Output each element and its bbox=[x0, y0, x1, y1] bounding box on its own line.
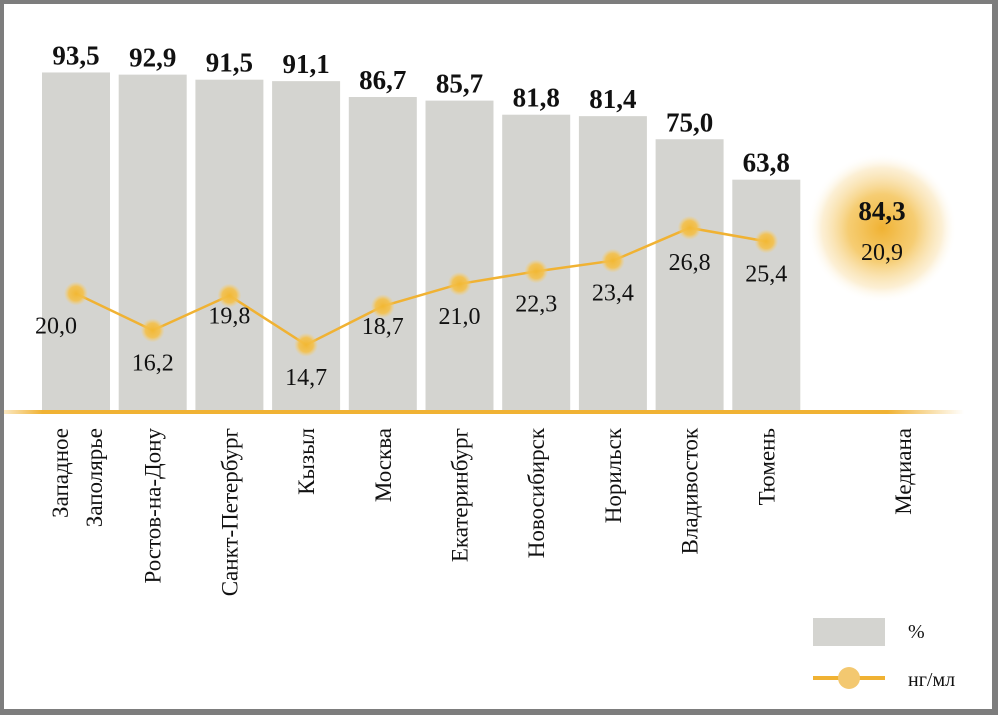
bar-value-label: 92,9 bbox=[129, 43, 176, 73]
category-label: Норильск bbox=[601, 427, 626, 523]
bar bbox=[118, 74, 187, 411]
line-value-label: 21,0 bbox=[439, 304, 481, 330]
bar bbox=[348, 97, 417, 410]
line-value-label: 25,4 bbox=[745, 261, 787, 287]
bar-value-label: 75,0 bbox=[666, 107, 713, 137]
legend-swatch-marker bbox=[838, 667, 860, 689]
category-label: Западное bbox=[48, 428, 73, 518]
line-value-label: 19,8 bbox=[208, 304, 250, 330]
line-marker bbox=[370, 294, 395, 319]
bar-value-label: 81,4 bbox=[589, 84, 636, 114]
legend-swatch-percent bbox=[813, 618, 885, 646]
line-marker bbox=[677, 215, 702, 240]
line-marker bbox=[64, 281, 88, 306]
bar bbox=[655, 139, 724, 410]
line-marker bbox=[294, 332, 319, 357]
line-marker bbox=[140, 318, 165, 343]
category-label: Тюмень bbox=[754, 428, 779, 505]
bar bbox=[272, 81, 341, 410]
bar-value-label: 86,7 bbox=[359, 65, 406, 95]
line-marker bbox=[447, 271, 472, 296]
bar-value-label: 93,5 bbox=[52, 40, 99, 70]
bar bbox=[42, 72, 110, 410]
line-value-label: 23,4 bbox=[592, 281, 634, 307]
bar bbox=[425, 100, 494, 411]
chart-frame: 93,5 92,9 91,5 91,1 86,7 85,7 81,8 81,4 75,0 63,8… bbox=[4, 4, 992, 709]
line-marker bbox=[217, 283, 242, 308]
category-label: Кызыл bbox=[294, 428, 319, 495]
chart: 93,5 92,9 91,5 91,1 86,7 85,7 81,8 81,4 75,0 63,8… bbox=[4, 40, 964, 691]
bar-value-label: 85,7 bbox=[436, 69, 483, 99]
line-value-label: 18,7 bbox=[362, 314, 404, 340]
bar-value-label: 91,5 bbox=[206, 48, 253, 78]
line-marker bbox=[524, 259, 549, 284]
line-value-label: 16,2 bbox=[132, 350, 174, 376]
x-axis-baseline bbox=[4, 410, 964, 414]
category-label: Владивосток bbox=[678, 427, 703, 554]
line-marker bbox=[600, 248, 625, 273]
category-label: Москва bbox=[371, 428, 396, 502]
median-percent-label: 84,3 bbox=[858, 196, 905, 226]
category-label: Екатеринбург bbox=[448, 428, 473, 562]
bar-value-label: 81,8 bbox=[513, 83, 560, 113]
series-line-ngml bbox=[75, 226, 767, 347]
category-label: Санкт-Петербург bbox=[217, 428, 242, 596]
category-label: Заполярье bbox=[82, 428, 107, 527]
legend-label-percent: % bbox=[908, 621, 925, 643]
category-label: Ростов-на-Дону bbox=[141, 428, 166, 584]
bar bbox=[195, 79, 264, 410]
median-bubble bbox=[807, 153, 957, 303]
bar-value-label: 63,8 bbox=[743, 148, 790, 178]
line-marker bbox=[754, 229, 779, 254]
line-value-label: 26,8 bbox=[669, 250, 711, 276]
line-value-label: 20,0 bbox=[35, 314, 77, 340]
category-label-median: Медиана bbox=[891, 428, 916, 515]
line-value-label: 14,7 bbox=[285, 365, 327, 391]
legend-label-ngml: нг/мл bbox=[908, 669, 955, 691]
bar bbox=[732, 179, 801, 410]
bar-value-label: 91,1 bbox=[282, 49, 329, 79]
line-value-label: 22,3 bbox=[515, 291, 557, 317]
category-label: Новосибирск bbox=[524, 427, 549, 558]
median-ngml-label: 20,9 bbox=[861, 240, 903, 266]
